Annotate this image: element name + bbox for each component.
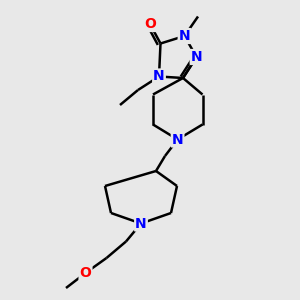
Text: N: N bbox=[172, 133, 183, 146]
Text: N: N bbox=[191, 50, 202, 64]
Text: N: N bbox=[153, 70, 165, 83]
Text: N: N bbox=[179, 29, 190, 43]
Text: N: N bbox=[135, 217, 147, 230]
Text: O: O bbox=[144, 17, 156, 31]
Text: O: O bbox=[80, 266, 92, 280]
